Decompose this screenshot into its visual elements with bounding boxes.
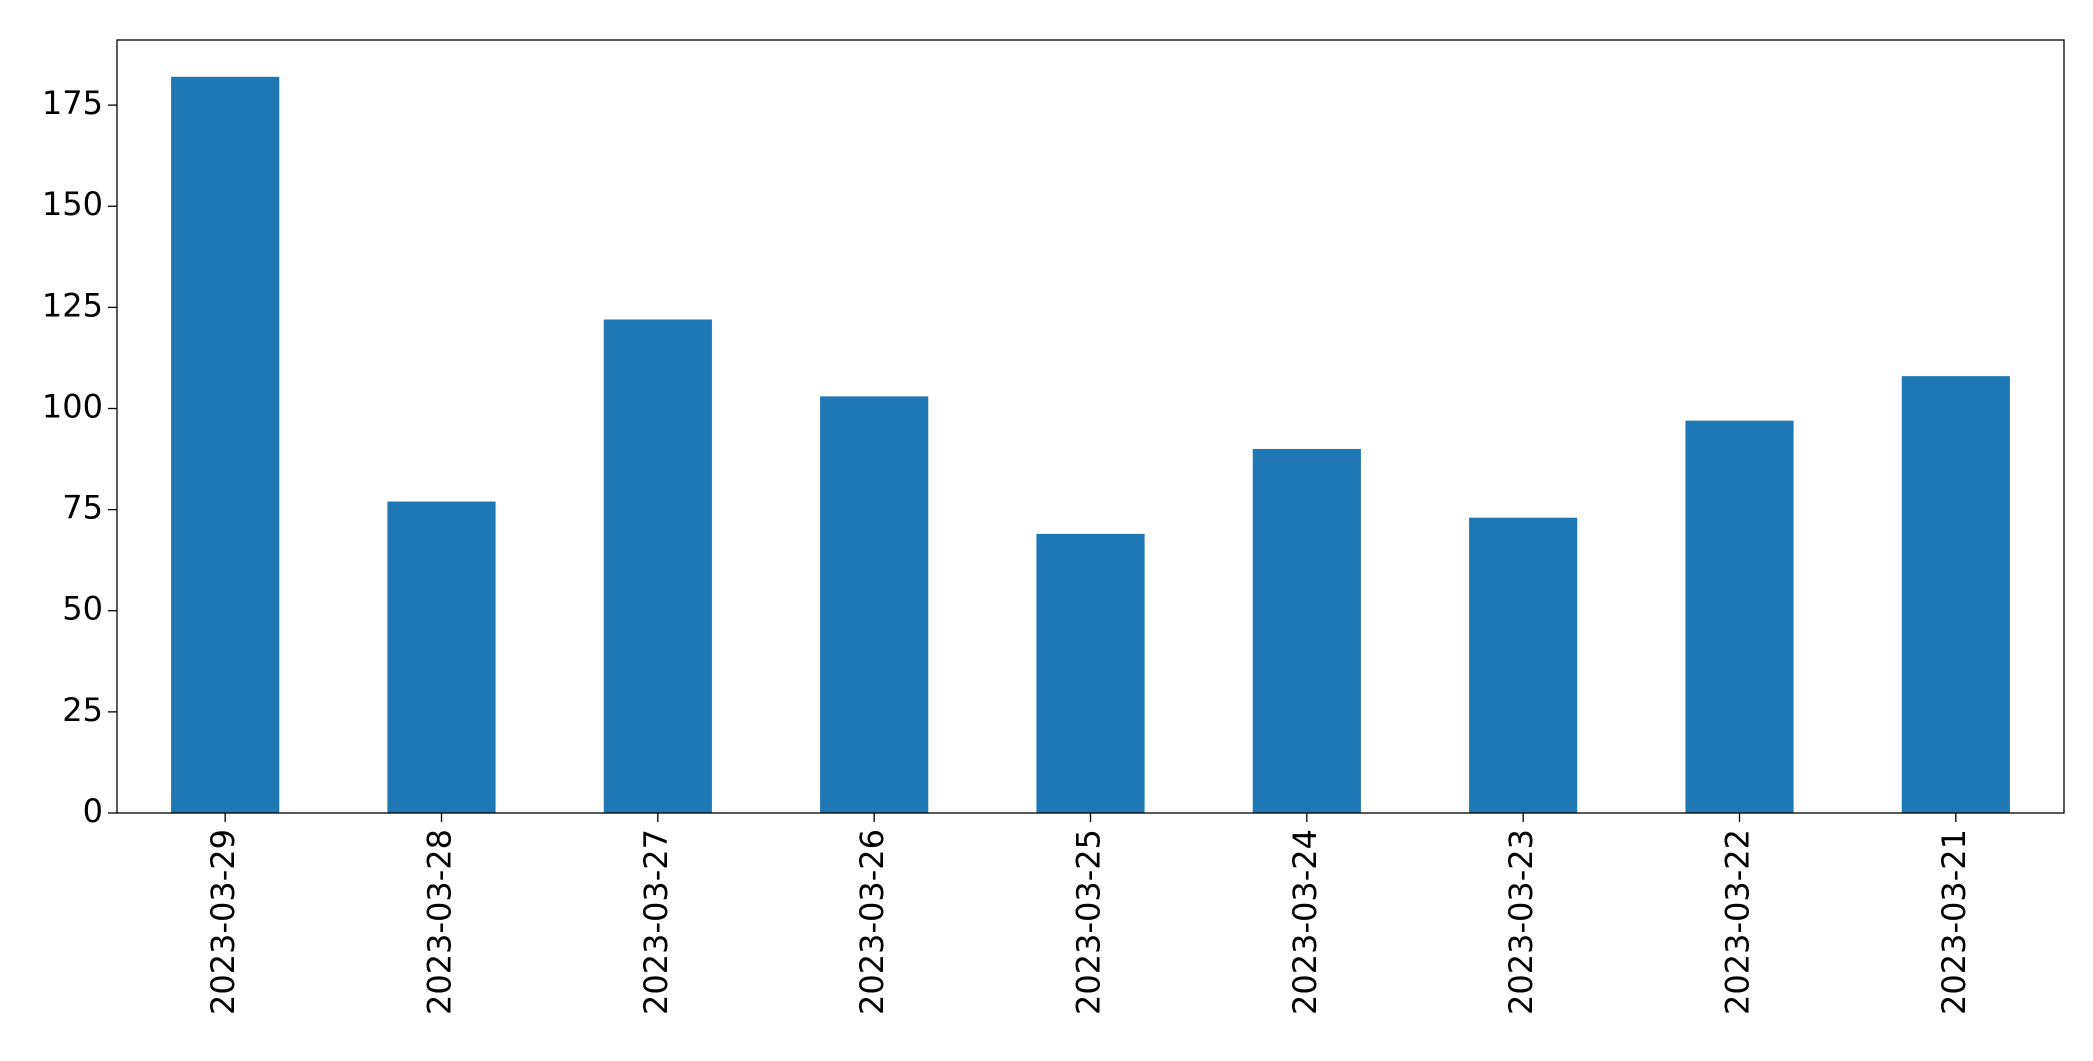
bar xyxy=(387,501,496,813)
bar xyxy=(603,319,712,813)
bar xyxy=(171,76,280,814)
x-tick-label: 2023-03-26 xyxy=(853,829,891,1015)
y-tick-label: 25 xyxy=(62,691,103,729)
x-tick-label: 2023-03-23 xyxy=(1502,829,1540,1015)
x-tick-label: 2023-03-27 xyxy=(637,829,675,1015)
bar xyxy=(1036,533,1145,813)
y-tick-label: 75 xyxy=(62,489,103,527)
x-tick-label: 2023-03-25 xyxy=(1070,829,1108,1015)
y-tick-label: 0 xyxy=(83,792,103,830)
bar xyxy=(820,396,929,813)
bar xyxy=(1252,448,1361,813)
y-tick-label: 125 xyxy=(42,286,103,324)
bar xyxy=(1469,517,1578,813)
x-tick-label: 2023-03-29 xyxy=(204,829,242,1015)
x-tick-label: 2023-03-22 xyxy=(1719,829,1757,1015)
bar xyxy=(1685,420,1794,813)
y-tick-label: 100 xyxy=(42,387,103,425)
y-tick-label: 175 xyxy=(42,84,103,122)
x-tick-label: 2023-03-21 xyxy=(1935,829,1973,1015)
x-tick-label: 2023-03-28 xyxy=(421,829,459,1015)
plot-frame xyxy=(116,39,2065,814)
y-tick-label: 50 xyxy=(62,590,103,628)
y-tick-label: 150 xyxy=(42,185,103,223)
bar xyxy=(1901,376,2010,813)
x-tick-label: 2023-03-24 xyxy=(1286,829,1324,1015)
